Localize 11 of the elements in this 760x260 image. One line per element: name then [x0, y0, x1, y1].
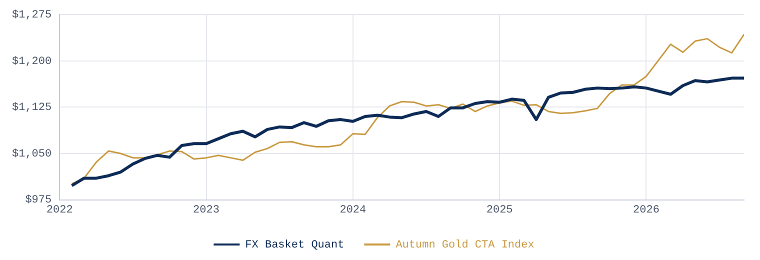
legend-label: Autumn Gold CTA Index [396, 239, 535, 252]
y-tick-label: $1,125 [12, 102, 52, 114]
x-tick-label: 2026 [633, 204, 660, 216]
y-tick-label: $1,050 [12, 148, 52, 160]
y-tick-label: $1,200 [12, 56, 52, 68]
x-tick-label: 2022 [46, 204, 73, 216]
x-tick-label: 2023 [193, 204, 220, 216]
y-tick-label: $1,275 [12, 10, 52, 22]
x-tick-label: 2025 [486, 204, 513, 216]
x-tick-label: 2024 [340, 204, 367, 216]
legend-label: FX Basket Quant [245, 239, 344, 252]
